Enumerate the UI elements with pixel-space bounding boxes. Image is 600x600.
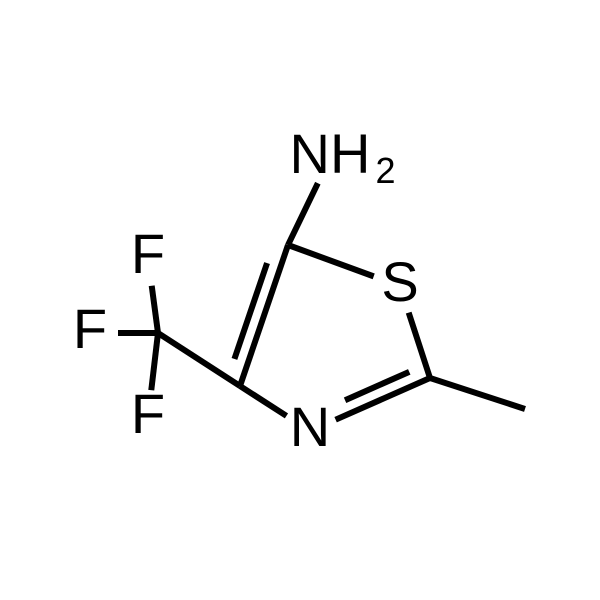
atom-label-nh2: NH: [290, 122, 371, 185]
atom-label-f_top: F: [131, 222, 165, 285]
chemical-structure-diagram: NH2SNFFF: [0, 0, 600, 600]
atom-label-nh2-sub: 2: [376, 150, 396, 191]
atom-label-s: S: [381, 250, 418, 313]
atom-label-n: N: [290, 395, 330, 458]
atom-label-f_left: F: [73, 297, 107, 360]
atom-label-f_bottom: F: [131, 382, 165, 445]
